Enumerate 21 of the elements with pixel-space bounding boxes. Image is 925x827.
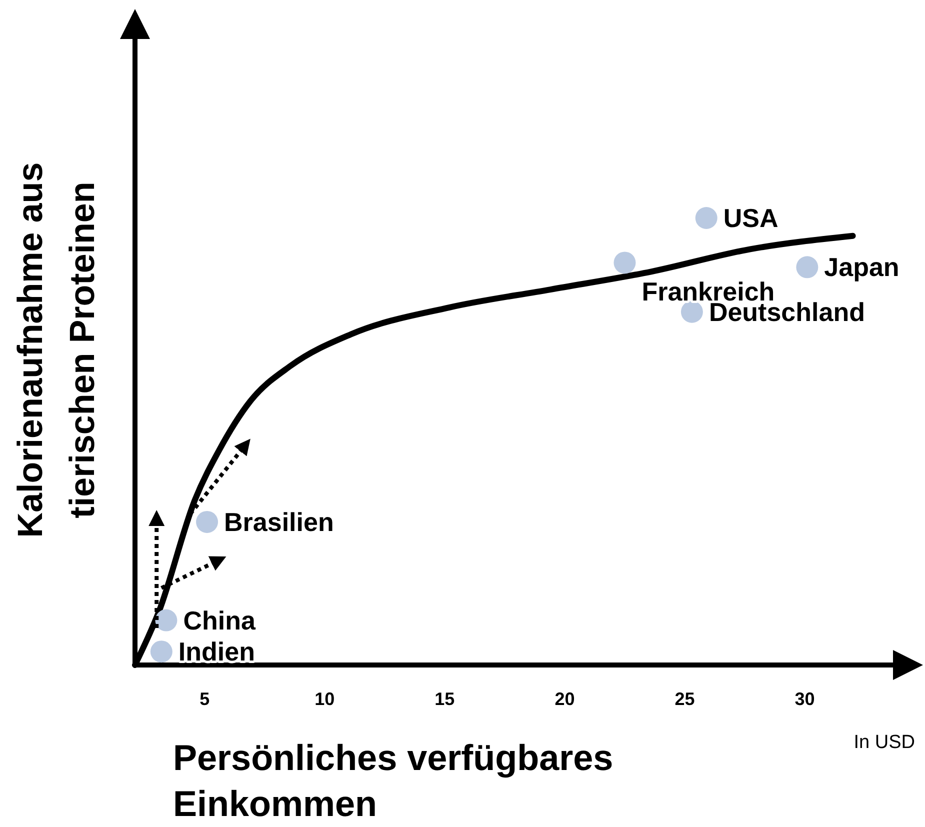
x-tick-label: 5: [200, 689, 210, 709]
x-tick-label: 25: [674, 689, 695, 709]
x-tick-label: 30: [794, 689, 815, 709]
text: In USD: [854, 732, 915, 753]
point: [695, 207, 718, 229]
point: [680, 300, 703, 323]
annotation: USA: [723, 203, 778, 233]
annotation: Japan: [824, 252, 900, 282]
x-tick-label: 15: [434, 689, 455, 709]
annotation: Indien: [178, 636, 255, 667]
point: [196, 510, 218, 533]
point: [150, 640, 172, 663]
point: [796, 256, 818, 278]
x-axis-title: Persönliches verfügbares Einkommen: [173, 737, 614, 824]
annotation: Brasilien: [224, 506, 334, 537]
point: [614, 252, 636, 274]
x-tick-label: 20: [554, 689, 575, 709]
x-tick-label: 10: [314, 689, 335, 709]
y-axis-title: Kalorienaufnahme aus tierischen Proteinen: [11, 162, 102, 538]
annotation: China: [183, 605, 256, 636]
point: [155, 609, 178, 632]
